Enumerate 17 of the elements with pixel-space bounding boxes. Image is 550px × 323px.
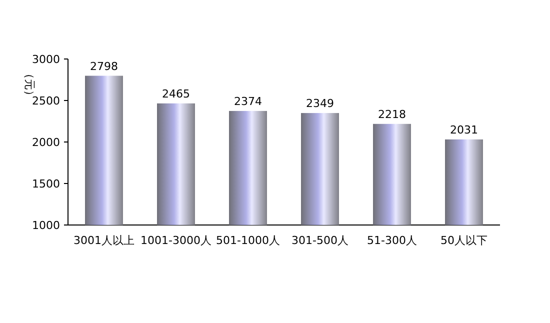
y-tick-label: 2500 [32, 94, 60, 108]
data-label: 2374 [234, 94, 262, 108]
x-tick-label: 50人以下 [440, 234, 488, 247]
y-tick-label: 1000 [32, 219, 60, 232]
x-tick-label: 1001-3000人 [140, 234, 212, 247]
data-label: 2465 [162, 87, 190, 100]
data-label: 2031 [450, 123, 478, 136]
data-label: 2798 [90, 60, 118, 73]
y-tick-label: 3000 [32, 53, 60, 66]
x-tick-label: 301-500人 [292, 234, 348, 247]
y-tick-label: 1500 [32, 178, 60, 190]
data-label: 2349 [306, 97, 334, 110]
x-tick-label: 501-1000人 [216, 234, 280, 247]
x-tick-label: 51-300人 [367, 234, 417, 247]
data-label: 2218 [378, 108, 406, 121]
x-tick-label: 3001人以上 [74, 234, 134, 247]
y-tick-label: 2000 [32, 136, 60, 149]
